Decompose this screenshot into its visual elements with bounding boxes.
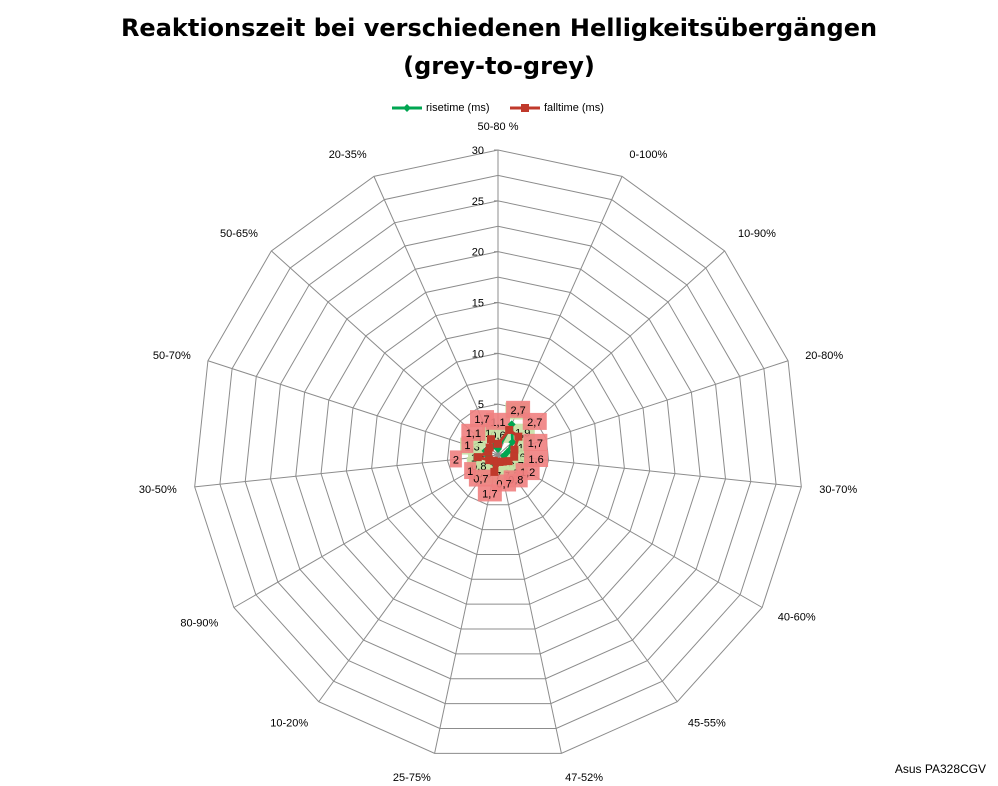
category-label-7: 47-52%	[565, 772, 603, 784]
tick-label-6: 30	[472, 145, 484, 157]
grid-ring-10	[219, 174, 777, 729]
category-label-5: 40-60%	[778, 612, 816, 624]
data-label-bg-1-4	[524, 449, 549, 467]
legend-label-risetime: risetime (ms)	[426, 102, 490, 114]
category-label-9: 10-20%	[270, 717, 308, 729]
data-label-bg-1-3	[523, 433, 548, 451]
legend-swatch-falltime	[510, 104, 540, 112]
category-label-12: 50-70%	[153, 350, 191, 362]
grid-ring-3	[396, 352, 600, 555]
category-label-14: 20-35%	[329, 149, 367, 161]
data-label-bg-1-10	[464, 462, 477, 480]
series-point-1-5	[504, 457, 513, 466]
grid-ring-2	[421, 378, 575, 531]
category-label-6: 45-55%	[688, 717, 726, 729]
series-point-1-11	[473, 453, 482, 462]
legend: risetime (ms) falltime (ms)	[0, 102, 998, 118]
data-label-1-9: 0,7	[473, 474, 488, 486]
data-label-bg-1-2	[522, 412, 547, 430]
data-label-1-14: 1,7	[474, 414, 489, 426]
series-point-1-2	[514, 432, 523, 441]
data-label-1-4: 1,6	[528, 454, 543, 466]
series-point-1-7	[495, 457, 504, 466]
legend-item-risetime: risetime (ms)	[392, 102, 490, 114]
grid-spoke-5	[497, 454, 763, 608]
chart-title: Reaktionszeit bei verschiedenen Helligke…	[120, 14, 878, 42]
series-point-1-3	[510, 445, 519, 454]
grid-spoke-13	[271, 250, 499, 456]
grid-spoke-4	[497, 454, 802, 488]
data-label-bg-1-11	[449, 450, 462, 468]
series-point-1-0	[494, 439, 502, 448]
series-point-1-4	[510, 452, 519, 461]
data-label-1-11: 2	[453, 454, 459, 466]
series-point-1-14	[486, 435, 495, 444]
tick-label-3: 15	[472, 298, 484, 310]
series-point-1-12	[484, 447, 493, 456]
grid-spoke-10	[233, 454, 499, 608]
data-label-1-1: 2,7	[510, 405, 525, 417]
grid-ring-9	[244, 200, 752, 705]
category-label-2: 10-90%	[738, 228, 776, 240]
grid-spoke-11	[194, 454, 499, 488]
series-point-1-1	[505, 425, 514, 434]
series-point-1-13	[485, 443, 494, 452]
grid-spoke-9	[318, 454, 499, 703]
data-label-1-12: 1	[464, 440, 470, 452]
grid-ring-1	[446, 403, 550, 506]
data-label-0-14: 1	[485, 428, 491, 440]
series-point-1-9	[489, 456, 498, 465]
tick-label-4: 20	[472, 247, 484, 259]
data-label-1-10: 1	[467, 466, 473, 478]
category-label-8: 25-75%	[393, 772, 431, 784]
credit-label: Asus PA328CGV	[894, 762, 986, 776]
category-label-1: 0-100%	[629, 149, 667, 161]
category-label-3: 20-80%	[805, 350, 843, 362]
grid-ring-4	[371, 327, 625, 580]
grid-ring-6	[320, 276, 676, 630]
data-label-1-3: 1,7	[528, 438, 543, 450]
data-label-bg-1-13	[461, 423, 486, 441]
data-label-1-8: 1,7	[482, 488, 497, 500]
legend-item-falltime: falltime (ms)	[510, 102, 604, 114]
tick-label-5: 25	[472, 196, 484, 208]
category-label-4: 30-70%	[819, 484, 857, 496]
grid-spoke-7	[497, 454, 562, 754]
grid-ring-5	[345, 301, 651, 605]
data-label-bg-1-14	[470, 410, 495, 428]
grid-spoke-12	[207, 360, 499, 456]
data-label-1-0: 1,1	[490, 417, 505, 429]
grid-ring-11	[194, 149, 802, 754]
category-label-0: 50-80 %	[478, 121, 519, 133]
data-label-1-2: 2,7	[527, 417, 542, 429]
grid-spoke-6	[497, 454, 678, 703]
category-label-10: 80-90%	[180, 618, 218, 630]
legend-swatch-risetime	[392, 104, 422, 112]
series-point-1-10	[485, 456, 494, 465]
grid-ring-8	[269, 225, 727, 680]
grid-spoke-8	[434, 454, 499, 754]
series-point-1-8	[490, 467, 499, 476]
data-label-1-13: 1,1	[466, 428, 481, 440]
category-label-13: 50-65%	[220, 228, 258, 240]
series-point-0-2	[508, 438, 517, 447]
grid-spoke-14	[373, 176, 499, 456]
tick-label-1: 5	[478, 399, 484, 411]
chart-subtitle: (grey-to-grey)	[403, 52, 595, 80]
legend-label-falltime: falltime (ms)	[544, 102, 604, 114]
tick-label-2: 10	[472, 348, 484, 360]
grid-ring-7	[295, 251, 701, 655]
data-label-bg-1-8	[477, 484, 502, 502]
category-label-11: 30-50%	[139, 484, 177, 496]
